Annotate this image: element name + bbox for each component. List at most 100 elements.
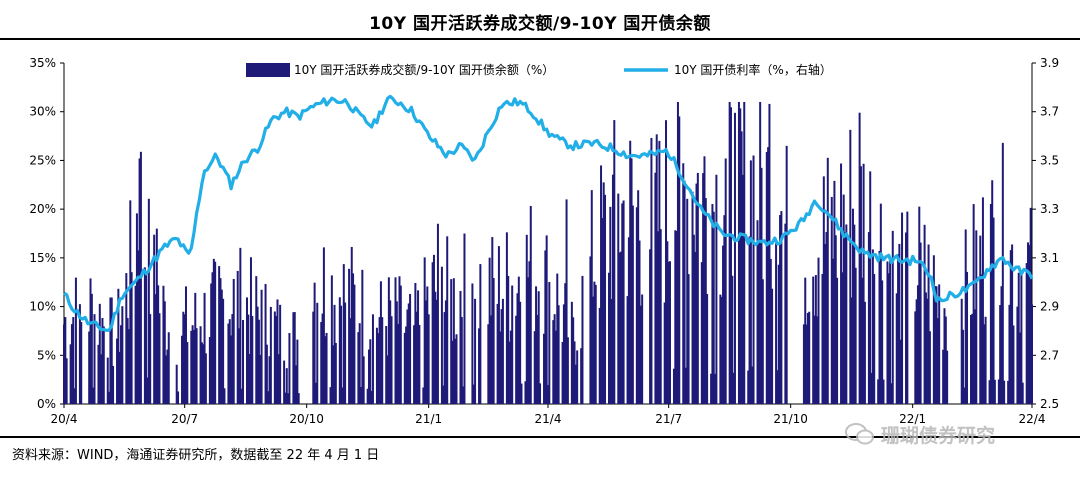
bar (443, 312, 446, 404)
bar (295, 365, 298, 404)
bar (862, 163, 865, 404)
bar (739, 108, 742, 405)
bar (804, 277, 807, 404)
bar (65, 358, 68, 404)
x-tick-label: 20/10 (289, 412, 324, 426)
bar (676, 101, 679, 404)
bar (830, 196, 833, 404)
x-tick-label: 21/4 (535, 412, 562, 426)
bar (895, 293, 898, 404)
bar (566, 337, 569, 404)
bar (515, 315, 518, 404)
bar (915, 299, 918, 404)
bar (1001, 142, 1004, 404)
bar (333, 304, 336, 404)
bar (181, 335, 184, 404)
bar (442, 385, 445, 404)
bar (916, 285, 919, 404)
bar (889, 259, 892, 404)
bar (520, 383, 523, 404)
bar (817, 257, 820, 404)
bar (897, 254, 900, 404)
bar (324, 336, 327, 404)
bar (812, 276, 815, 404)
bar (607, 272, 610, 404)
bar (887, 273, 890, 404)
bar (1029, 207, 1032, 404)
bar (737, 101, 740, 404)
bar (452, 278, 455, 404)
bar (686, 198, 689, 404)
bar (112, 365, 115, 404)
bar (74, 277, 77, 404)
bar (629, 140, 632, 404)
bar (238, 328, 241, 404)
bar (129, 200, 132, 404)
bar (102, 326, 105, 404)
y-right-tick-label: 3.9 (1040, 56, 1059, 70)
bar (821, 274, 824, 404)
bar (219, 278, 222, 404)
bar (358, 323, 361, 404)
bar (222, 298, 225, 404)
bar (444, 300, 447, 404)
bar (211, 272, 214, 404)
bar (576, 350, 579, 404)
bar (204, 353, 207, 404)
bar (914, 311, 917, 404)
bar (926, 298, 929, 404)
bar (747, 370, 750, 404)
x-tick-label: 22/4 (1019, 412, 1046, 426)
bar (635, 207, 638, 404)
bar (650, 137, 653, 404)
bar (474, 298, 477, 404)
bar (867, 232, 870, 404)
bar (1025, 263, 1028, 404)
bar (153, 234, 156, 404)
bar (138, 158, 141, 404)
bar (570, 301, 573, 404)
bar (943, 308, 946, 404)
bar (719, 294, 722, 404)
bar (973, 309, 976, 404)
bar (265, 344, 268, 404)
bar (399, 285, 402, 404)
bar (556, 273, 559, 404)
legend-bar-label: 10Y 国开活跃券成交额/9-10Y 国开债余额（%） (294, 62, 554, 77)
bar (334, 342, 337, 404)
bar (109, 297, 112, 404)
bar (658, 140, 661, 404)
bar (381, 317, 384, 404)
bar (293, 312, 296, 404)
watermark: 珊瑚债券研究 (845, 420, 995, 448)
bar (78, 304, 81, 404)
bar (822, 176, 825, 404)
bar (497, 246, 500, 404)
bar (63, 324, 65, 404)
bar (1019, 332, 1022, 404)
bar (242, 319, 245, 404)
bar (202, 344, 205, 404)
bar (101, 318, 104, 404)
bar (617, 193, 620, 404)
bar (130, 272, 133, 404)
bar (434, 291, 437, 404)
bar (321, 313, 324, 404)
bar (537, 291, 540, 404)
bar (134, 285, 137, 404)
bar (655, 134, 658, 404)
bar (463, 233, 466, 404)
bar (415, 311, 418, 404)
x-tick-label: 21/7 (655, 412, 682, 426)
bar (245, 297, 248, 404)
bar (509, 330, 512, 404)
bar (249, 257, 252, 404)
bar (508, 341, 511, 404)
bar (158, 313, 161, 404)
bar (731, 275, 734, 404)
bar (149, 314, 152, 404)
y-right-tick-label: 3.5 (1040, 153, 1059, 167)
bar (1008, 304, 1011, 404)
bar (406, 309, 409, 404)
y-left-tick-label: 25% (29, 153, 56, 167)
